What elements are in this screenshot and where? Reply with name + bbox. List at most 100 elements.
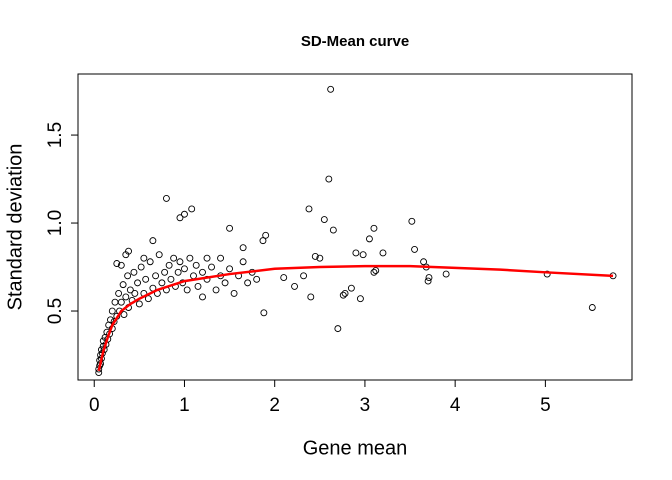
point <box>192 261 200 269</box>
point <box>356 295 364 303</box>
point <box>280 274 288 282</box>
point <box>260 309 268 317</box>
point <box>134 279 142 287</box>
point <box>122 251 130 259</box>
point <box>329 226 337 234</box>
point <box>543 270 551 278</box>
point <box>146 258 154 266</box>
point <box>347 284 355 292</box>
point <box>305 205 313 213</box>
point <box>126 286 134 294</box>
point <box>130 268 138 276</box>
point <box>140 254 148 262</box>
point <box>108 307 116 315</box>
point <box>194 282 202 290</box>
point <box>300 272 308 280</box>
point <box>203 254 211 262</box>
point <box>370 224 378 232</box>
point <box>365 235 373 243</box>
point <box>341 289 349 297</box>
point <box>226 224 234 232</box>
point <box>119 281 127 289</box>
point <box>411 245 419 253</box>
point <box>307 293 315 301</box>
x-tick-label: 5 <box>540 395 551 416</box>
point <box>372 267 380 275</box>
point <box>316 254 324 262</box>
point <box>370 268 378 276</box>
point <box>161 268 169 276</box>
point <box>259 237 267 245</box>
point <box>165 261 173 269</box>
point <box>170 254 178 262</box>
point <box>208 263 215 271</box>
point <box>122 293 130 301</box>
point <box>420 258 428 266</box>
fit-curve <box>97 264 614 372</box>
point <box>188 205 196 213</box>
point <box>262 231 270 239</box>
y-axis-label: Standard deviation <box>4 144 26 311</box>
point <box>158 279 166 287</box>
point <box>174 268 182 276</box>
x-tick-label: 2 <box>269 395 280 416</box>
point <box>186 254 194 262</box>
point <box>199 268 206 276</box>
x-tick-label: 1 <box>179 395 190 416</box>
point <box>334 325 342 333</box>
point <box>311 253 319 260</box>
plot-frame <box>77 73 633 381</box>
point <box>425 274 433 282</box>
chart-title: SD-Mean curve <box>301 33 409 50</box>
y-tick-label: 1.0 <box>45 210 66 236</box>
point <box>408 217 416 225</box>
point <box>135 300 143 308</box>
point <box>181 210 188 218</box>
point <box>424 277 432 285</box>
point <box>176 214 184 222</box>
point <box>113 260 121 267</box>
point <box>325 175 333 183</box>
point <box>117 298 125 306</box>
point <box>183 286 191 294</box>
point <box>152 272 160 280</box>
point <box>117 261 125 269</box>
point <box>588 304 596 311</box>
point <box>239 244 247 252</box>
point <box>230 289 238 297</box>
y-tick-label: 0.5 <box>45 298 66 324</box>
point <box>320 216 328 223</box>
x-tick-label: 4 <box>450 395 461 416</box>
point <box>111 298 119 306</box>
y-tick-label: 1.5 <box>45 122 66 148</box>
point <box>379 249 387 257</box>
point <box>226 265 234 273</box>
point <box>144 295 152 303</box>
point <box>107 316 114 324</box>
point <box>199 293 206 301</box>
x-tick-label: 0 <box>89 395 100 416</box>
point <box>176 258 184 266</box>
point <box>221 279 229 287</box>
point <box>149 237 157 245</box>
point <box>142 275 150 283</box>
point <box>137 263 145 271</box>
x-tick-label: 3 <box>360 395 371 416</box>
point <box>327 85 335 93</box>
point <box>212 286 220 294</box>
point <box>167 275 175 283</box>
point <box>339 291 347 299</box>
point <box>115 289 123 297</box>
point <box>217 254 225 262</box>
point <box>131 289 139 297</box>
point <box>253 275 261 283</box>
point <box>155 251 163 259</box>
point <box>244 279 252 287</box>
point <box>352 249 360 257</box>
point <box>359 251 367 259</box>
point <box>239 258 247 266</box>
point <box>190 272 197 280</box>
point <box>124 272 132 280</box>
x-axis-label: Gene mean <box>303 437 408 459</box>
